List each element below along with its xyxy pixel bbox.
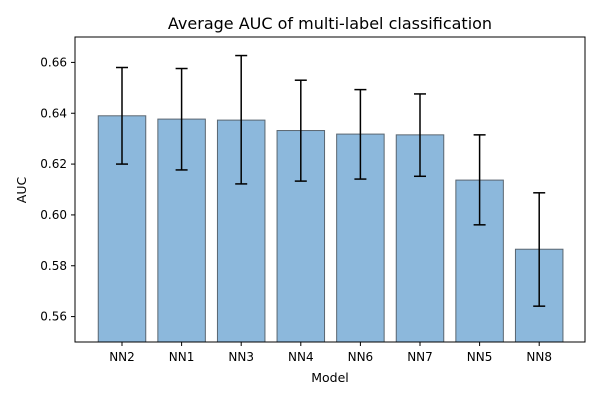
chart-title: Average AUC of multi-label classificatio… bbox=[168, 14, 492, 33]
error-bars-layer bbox=[116, 54, 546, 307]
y-tick-label: 0.58 bbox=[40, 259, 67, 273]
x-tick-label-nn2: NN2 bbox=[109, 350, 135, 364]
x-tick-label-nn1: NN1 bbox=[169, 350, 195, 364]
y-axis: 0.56 0.58 0.60 0.62 0.64 0.66 bbox=[40, 55, 75, 324]
x-axis-title: Model bbox=[311, 370, 349, 385]
plot-frame bbox=[74, 36, 586, 343]
y-tick-label: 0.64 bbox=[40, 106, 67, 120]
x-tick-label-nn4: NN4 bbox=[288, 350, 314, 364]
y-tick-label: 0.66 bbox=[40, 55, 67, 69]
x-tick-label-nn8: NN8 bbox=[526, 350, 552, 364]
x-tick-label-nn5: NN5 bbox=[467, 350, 493, 364]
x-tick-label-nn7: NN7 bbox=[407, 350, 433, 364]
y-tick-label: 0.62 bbox=[40, 157, 67, 171]
x-tick-label-nn6: NN6 bbox=[348, 350, 374, 364]
y-axis-title: AUC bbox=[14, 177, 29, 204]
x-tick-label-nn3: NN3 bbox=[228, 350, 254, 364]
bars-layer bbox=[97, 115, 564, 343]
x-axis: NN2 NN1 NN3 NN4 NN6 NN7 NN5 NN8 bbox=[109, 342, 552, 364]
y-tick-label: 0.60 bbox=[40, 208, 67, 222]
y-tick-label: 0.56 bbox=[40, 310, 67, 324]
